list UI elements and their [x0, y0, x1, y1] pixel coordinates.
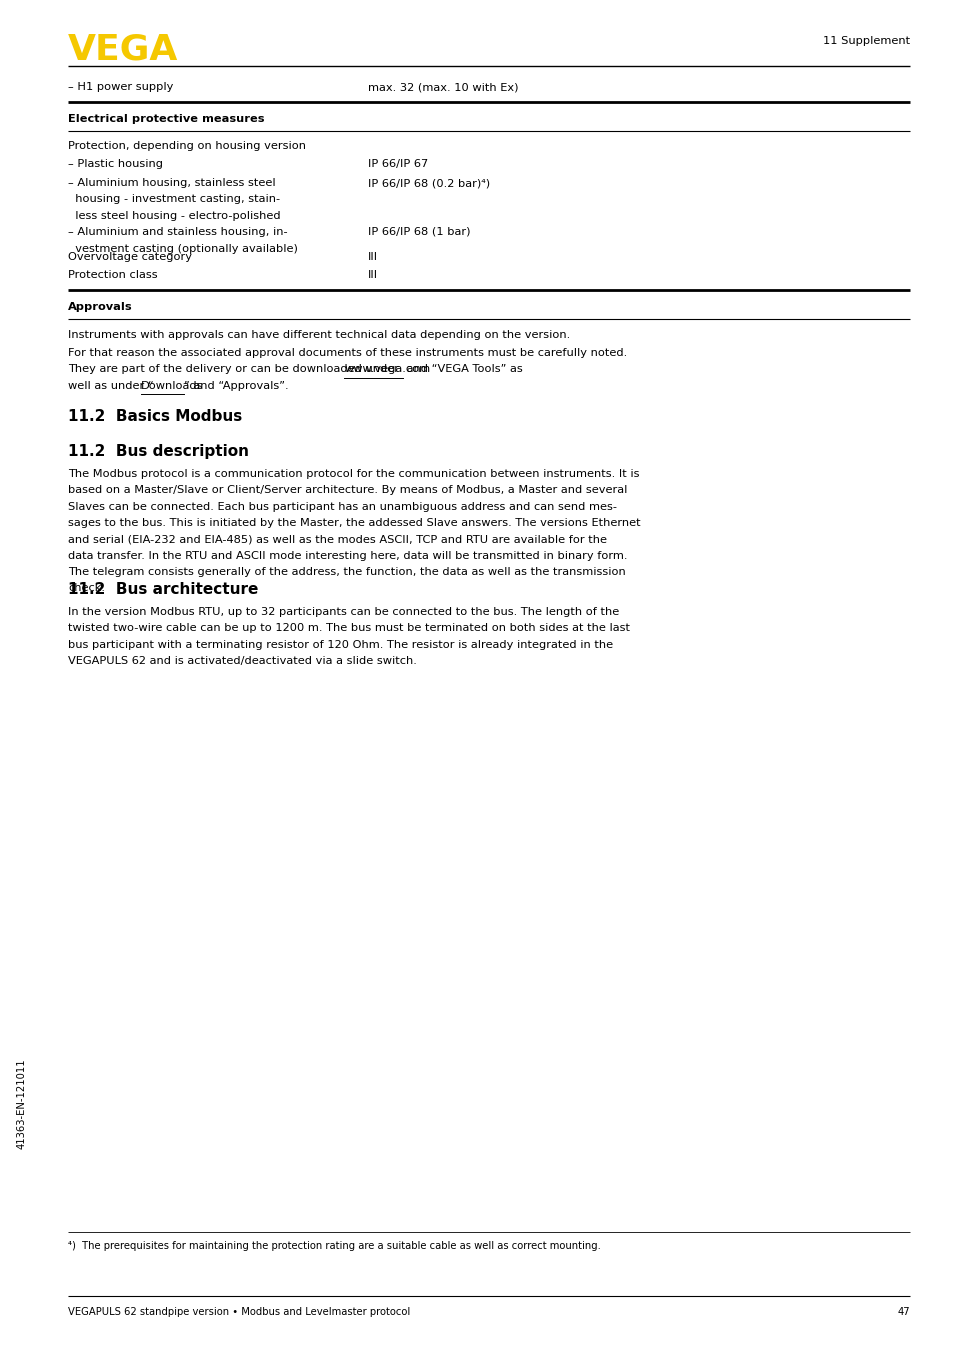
Text: Protection class: Protection class	[68, 269, 157, 280]
Text: VEGA: VEGA	[68, 32, 178, 66]
Text: max. 32 (max. 10 with Ex): max. 32 (max. 10 with Ex)	[368, 83, 518, 92]
Text: and serial (EIA-232 and EIA-485) as well as the modes ASCII, TCP and RTU are ava: and serial (EIA-232 and EIA-485) as well…	[68, 535, 606, 544]
Text: Electrical protective measures: Electrical protective measures	[68, 114, 264, 125]
Text: The telegram consists generally of the address, the function, the data as well a: The telegram consists generally of the a…	[68, 567, 625, 577]
Text: – Plastic housing: – Plastic housing	[68, 158, 163, 169]
Text: – Aluminium and stainless housing, in-: – Aluminium and stainless housing, in-	[68, 227, 287, 237]
Text: 11.2  Basics Modbus: 11.2 Basics Modbus	[68, 409, 242, 424]
Text: In the version Modbus RTU, up to 32 participants can be connected to the bus. Th: In the version Modbus RTU, up to 32 part…	[68, 607, 618, 617]
Text: Instruments with approvals can have different technical data depending on the ve: Instruments with approvals can have diff…	[68, 330, 570, 340]
Text: – Aluminium housing, stainless steel: – Aluminium housing, stainless steel	[68, 177, 275, 188]
Text: and “VEGA Tools” as: and “VEGA Tools” as	[402, 364, 522, 375]
Text: well as under “: well as under “	[68, 380, 153, 391]
Text: vestment casting (optionally available): vestment casting (optionally available)	[68, 244, 297, 253]
Text: 47: 47	[897, 1307, 909, 1317]
Text: – H1 power supply: – H1 power supply	[68, 83, 173, 92]
Text: 11 Supplement: 11 Supplement	[822, 37, 909, 46]
Text: data transfer. In the RTU and ASCII mode interesting here, data will be transmit: data transfer. In the RTU and ASCII mode…	[68, 551, 627, 561]
Text: ” and “Approvals”.: ” and “Approvals”.	[184, 380, 289, 391]
Text: III: III	[368, 269, 377, 280]
Text: 41363-EN-121011: 41363-EN-121011	[17, 1059, 27, 1150]
Text: ⁴)  The prerequisites for maintaining the protection rating are a suitable cable: ⁴) The prerequisites for maintaining the…	[68, 1242, 600, 1251]
Text: IP 66/IP 67: IP 66/IP 67	[368, 158, 428, 169]
Text: Approvals: Approvals	[68, 302, 132, 311]
Text: They are part of the delivery or can be downloaded under: They are part of the delivery or can be …	[68, 364, 402, 375]
Text: twisted two-wire cable can be up to 1200 m. The bus must be terminated on both s: twisted two-wire cable can be up to 1200…	[68, 623, 629, 634]
Text: check.: check.	[68, 584, 105, 593]
Text: Protection, depending on housing version: Protection, depending on housing version	[68, 141, 306, 152]
Text: Downloads: Downloads	[141, 380, 203, 391]
Text: housing - investment casting, stain-: housing - investment casting, stain-	[68, 195, 280, 204]
Text: The Modbus protocol is a communication protocol for the communication between in: The Modbus protocol is a communication p…	[68, 468, 639, 479]
Text: Slaves can be connected. Each bus participant has an unambiguous address and can: Slaves can be connected. Each bus partic…	[68, 501, 617, 512]
Text: www.vega.com: www.vega.com	[344, 364, 430, 375]
Text: IP 66/IP 68 (1 bar): IP 66/IP 68 (1 bar)	[368, 227, 470, 237]
Text: Overvoltage category: Overvoltage category	[68, 252, 192, 263]
Text: IP 66/IP 68 (0.2 bar)⁴): IP 66/IP 68 (0.2 bar)⁴)	[368, 177, 490, 188]
Text: VEGAPULS 62 standpipe version • Modbus and Levelmaster protocol: VEGAPULS 62 standpipe version • Modbus a…	[68, 1307, 410, 1317]
Text: less steel housing - electro-polished: less steel housing - electro-polished	[68, 211, 280, 221]
Text: III: III	[368, 252, 377, 263]
Text: VEGAPULS 62 and is activated/deactivated via a slide switch.: VEGAPULS 62 and is activated/deactivated…	[68, 655, 416, 666]
Text: 11.2  Bus architecture: 11.2 Bus architecture	[68, 582, 258, 597]
Text: based on a Master/Slave or Client/Server architecture. By means of Modbus, a Mas: based on a Master/Slave or Client/Server…	[68, 485, 627, 496]
Text: sages to the bus. This is initiated by the Master, the addessed Slave answers. T: sages to the bus. This is initiated by t…	[68, 517, 640, 528]
Text: bus participant with a terminating resistor of 120 Ohm. The resistor is already : bus participant with a terminating resis…	[68, 639, 613, 650]
Text: For that reason the associated approval documents of these instruments must be c: For that reason the associated approval …	[68, 348, 626, 357]
Text: 11.2  Bus description: 11.2 Bus description	[68, 444, 249, 459]
